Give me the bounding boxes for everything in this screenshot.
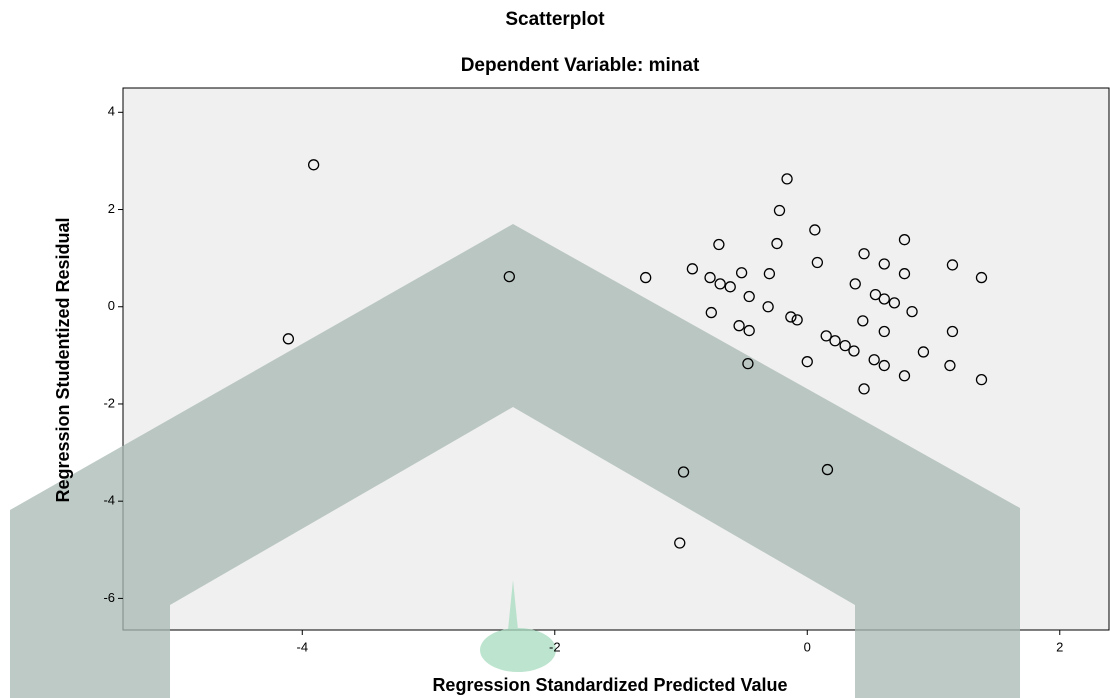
y-tick-label: -2 [103,395,115,410]
x-tick-label: -4 [296,639,308,654]
x-axis-label: Regression Standardized Predicted Value [432,675,787,695]
chart: Scatterplot Dependent Variable: minat Re… [0,0,1110,698]
watermark-shape [480,628,556,672]
x-tick-label: -2 [549,639,561,654]
y-tick-label: 2 [108,201,115,216]
y-tick-label: -4 [103,493,115,508]
y-tick-label: 4 [108,104,115,119]
chart-title: Scatterplot [505,9,605,30]
x-tick-label: 0 [804,639,811,654]
y-axis-label: Regression Studentized Residual [53,217,73,502]
y-tick-label: -6 [103,590,115,605]
chart-subtitle: Dependent Variable: minat [461,55,700,76]
y-tick-label: 0 [108,298,115,313]
x-tick-label: 2 [1056,639,1063,654]
